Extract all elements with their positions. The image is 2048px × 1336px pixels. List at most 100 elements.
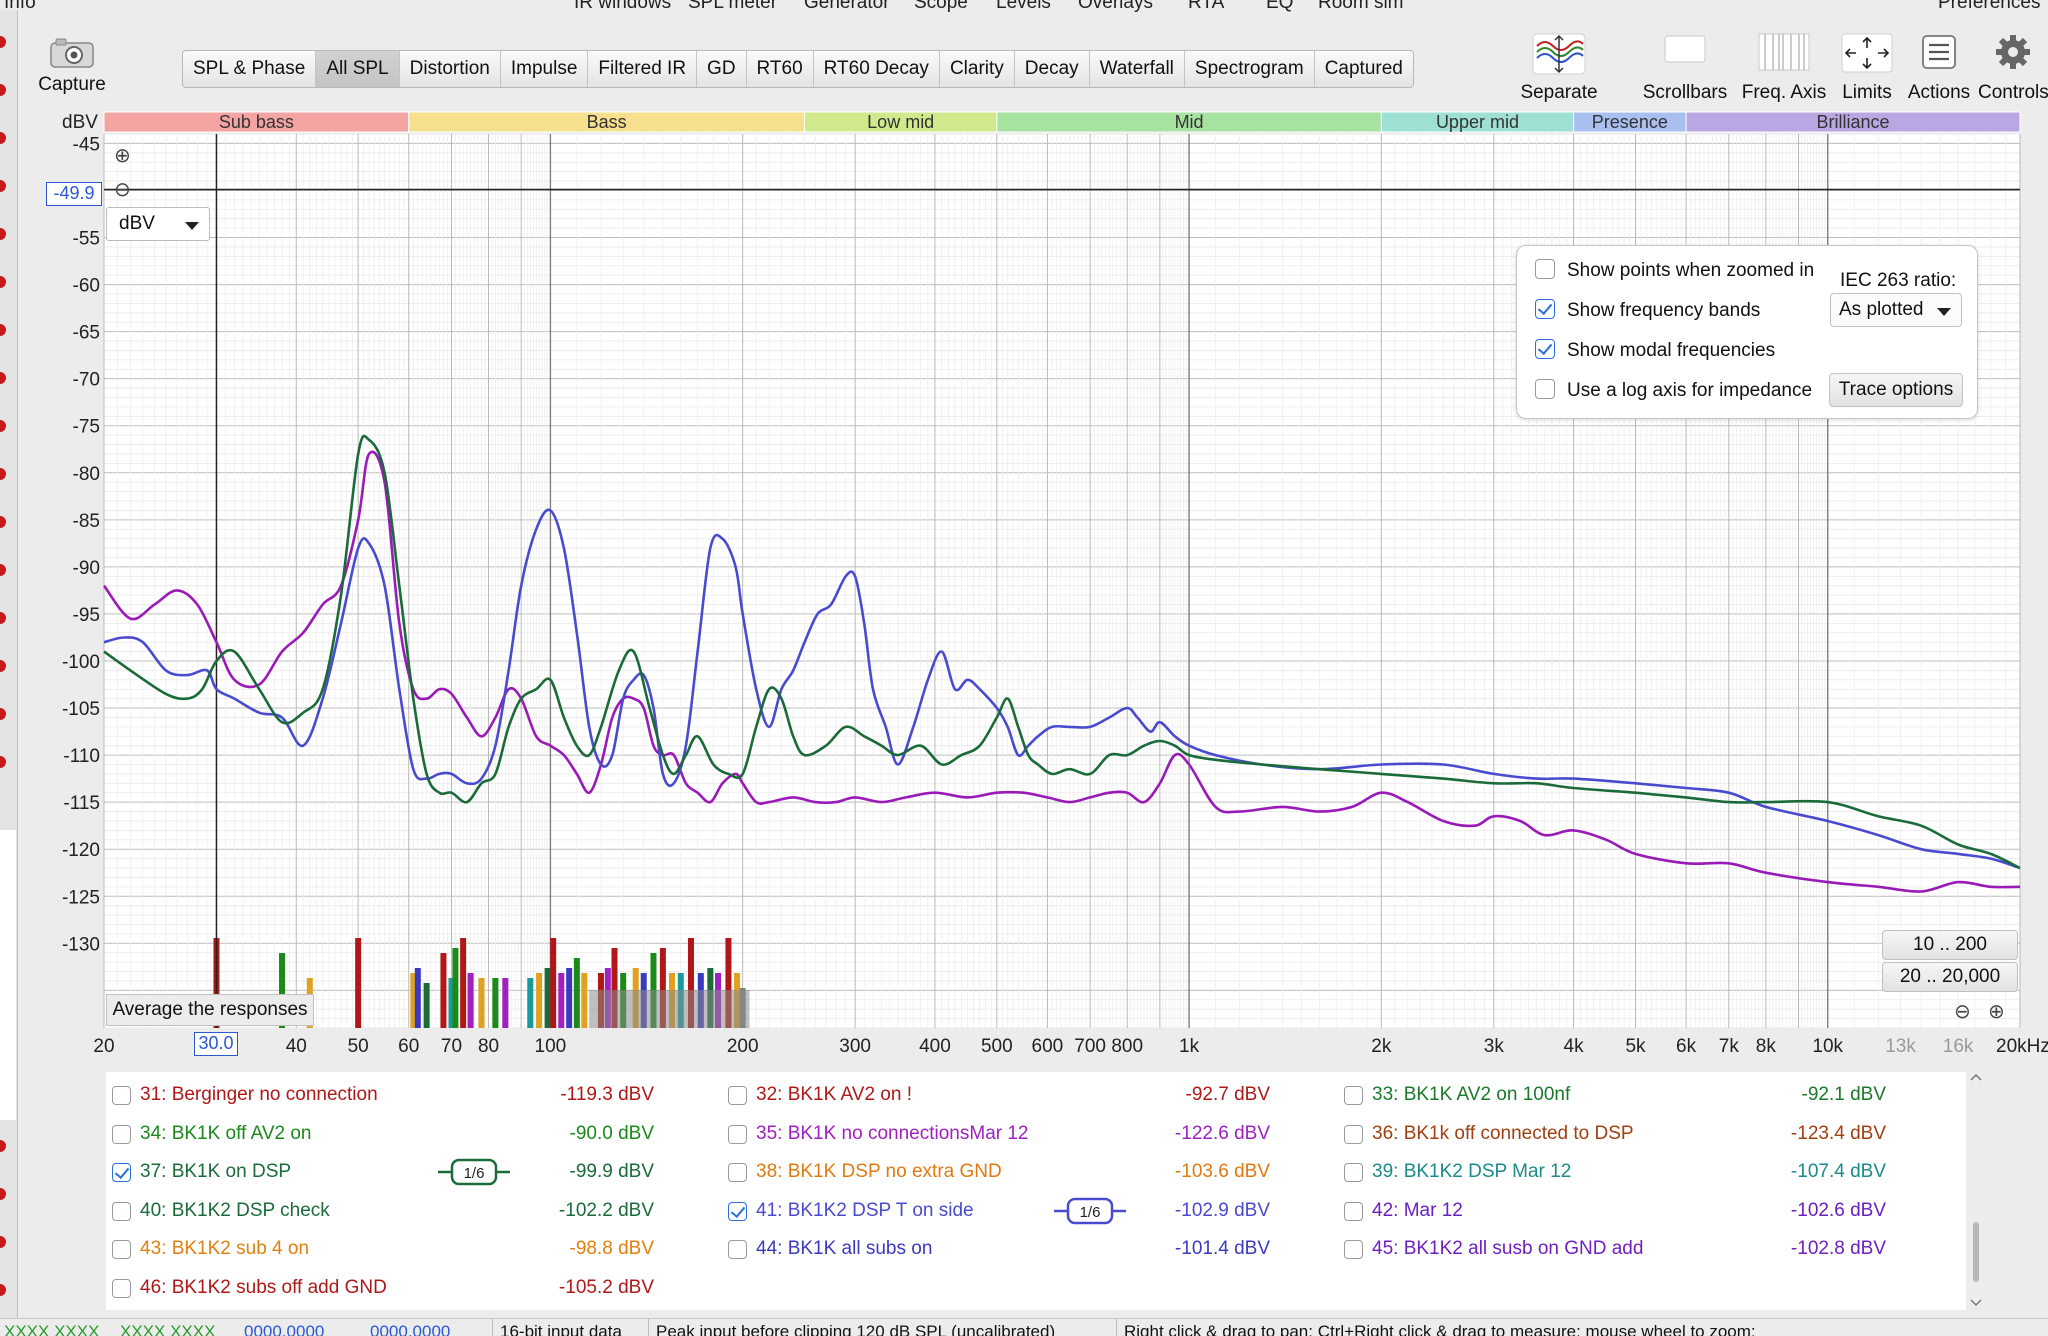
legend-checkbox[interactable]: [112, 1086, 131, 1105]
spl-graph-area[interactable]: Sub bass Bass Low mid Mid Upper mid Presence B…: [0, 100, 2048, 1060]
menu-preferences[interactable]: Preferences: [1938, 0, 2041, 13]
series-line: [103, 434, 2021, 870]
menu-levels[interactable]: Levels: [996, 0, 1051, 13]
modal-frequency-bar: [527, 978, 534, 1028]
zoom-in-icon[interactable]: ⊕: [114, 143, 131, 167]
log-axis-checkbox[interactable]: [1535, 379, 1555, 399]
tab-decay[interactable]: Decay: [1015, 51, 1090, 87]
legend-checkbox[interactable]: [112, 1201, 131, 1221]
legend-checkbox[interactable]: [112, 1163, 131, 1182]
range-20-20000-button[interactable]: 20 .. 20,000: [1882, 962, 2018, 992]
legend-checkbox[interactable]: [1344, 1163, 1363, 1182]
range-10-200-button[interactable]: 10 .. 200: [1882, 930, 2018, 960]
show-bands-checkbox[interactable]: [1535, 299, 1555, 319]
iec-ratio-value: As plotted: [1839, 299, 1924, 320]
menu-ir-windows[interactable]: IR windows: [574, 0, 672, 13]
smoothing-badge[interactable]: 1/6: [1052, 1196, 1128, 1226]
legend-checkbox[interactable]: [112, 1278, 131, 1298]
tab-spectrogram[interactable]: Spectrogram: [1185, 51, 1315, 87]
menu-room-sim[interactable]: Room sim: [1318, 0, 1404, 13]
legend-checkbox[interactable]: [728, 1201, 747, 1221]
tab-captured[interactable]: Captured: [1324, 58, 1403, 79]
actions-button[interactable]: Actions: [1904, 32, 1974, 104]
limits-button[interactable]: Limits: [1834, 32, 1900, 104]
modal-frequency-bar: [725, 938, 732, 1028]
zoom-in-icon[interactable]: ⊕: [1988, 999, 2005, 1023]
actions-menu-icon: [1922, 35, 1956, 69]
show-modal-checkbox[interactable]: [1535, 339, 1555, 359]
legend-checkbox[interactable]: [728, 1163, 747, 1182]
legend-label: 39: BK1K2 DSP Mar 12: [1372, 1161, 1572, 1182]
legend-label: 32: BK1K AV2 on !: [756, 1084, 912, 1105]
y-tick-label: -100: [62, 652, 100, 673]
capture-button[interactable]: Capture: [30, 32, 114, 102]
scroll-up-arrow-icon[interactable]: [1970, 1073, 1982, 1081]
show-points-option[interactable]: Show points when zoomed in: [1535, 256, 1814, 286]
x-tick-label: 70: [441, 1036, 462, 1057]
legend-checkbox[interactable]: [728, 1240, 747, 1259]
status-bar: XXXX XXXX XXXX XXXX 0000.0000 0000.0000 …: [0, 1318, 2048, 1336]
show-bands-option[interactable]: Show frequency bands: [1535, 296, 1760, 326]
y-tick-label: -80: [73, 464, 100, 485]
modal-frequency-bar: [550, 938, 557, 1028]
separate-button[interactable]: Separate: [1514, 32, 1604, 104]
x-tick-label: 200: [727, 1036, 759, 1057]
unit-dropdown[interactable]: dBV: [106, 207, 210, 241]
legend-checkbox[interactable]: [112, 1240, 131, 1259]
scrollbars-button[interactable]: Scrollbars: [1640, 32, 1730, 104]
legend-checkbox[interactable]: [1344, 1201, 1363, 1221]
legend-checkbox[interactable]: [1344, 1124, 1363, 1144]
freq-axis-button[interactable]: Freq. Axis: [1738, 32, 1830, 104]
menu-scope[interactable]: Scope: [914, 0, 968, 13]
show-points-checkbox[interactable]: [1535, 259, 1555, 279]
menu-generator[interactable]: Generator: [804, 0, 890, 13]
y-tick-label: -95: [73, 605, 100, 626]
tab-rt60[interactable]: RT60: [747, 51, 814, 87]
tab-spl-phase[interactable]: SPL & Phase: [183, 51, 317, 87]
legend-checkbox[interactable]: [1344, 1086, 1363, 1105]
tab-clarity[interactable]: Clarity: [940, 51, 1015, 87]
menu-overlays[interactable]: Overlays: [1078, 0, 1153, 13]
show-modal-label: Show modal frequencies: [1567, 340, 1776, 361]
controls-button[interactable]: Controls: [1978, 32, 2048, 104]
band-label: Low mid: [867, 112, 934, 132]
menu-spl-meter[interactable]: SPL meter: [688, 0, 778, 13]
average-responses-button[interactable]: Average the responses: [106, 994, 314, 1026]
tab-distortion[interactable]: Distortion: [400, 51, 501, 87]
legend-value: -105.2 dBV: [558, 1276, 654, 1298]
legend-checkbox[interactable]: [1344, 1240, 1363, 1259]
menu-eq[interactable]: EQ: [1266, 0, 1294, 13]
menu-rta[interactable]: RTA: [1188, 0, 1225, 13]
zoom-out-icon[interactable]: ⊖: [1954, 999, 1971, 1023]
log-axis-option[interactable]: Use a log axis for impedance: [1535, 376, 1812, 406]
input-meter-mid: XXXX XXXX: [120, 1322, 216, 1336]
indicator-dot: [0, 228, 6, 240]
legend-checkbox[interactable]: [728, 1086, 747, 1105]
spl-chart[interactable]: Sub bass Bass Low mid Mid Upper mid Presence B…: [0, 100, 2048, 1060]
legend-checkbox[interactable]: [112, 1124, 131, 1144]
tab-gd[interactable]: GD: [697, 51, 747, 87]
tab-filtered-ir[interactable]: Filtered IR: [588, 51, 698, 87]
legend-checkbox[interactable]: [728, 1124, 747, 1144]
peak-input-status: Peak input before clipping 120 dB SPL (u…: [656, 1322, 1056, 1336]
y-tick-label: -70: [73, 370, 100, 391]
legend-scrollbar[interactable]: [1966, 1072, 1986, 1310]
zoom-out-icon[interactable]: ⊖: [114, 177, 131, 201]
show-modal-option[interactable]: Show modal frequencies: [1535, 336, 1775, 366]
tab-impulse[interactable]: Impulse: [501, 51, 589, 87]
legend-value: -101.4 dBV: [1174, 1238, 1270, 1259]
menu-info[interactable]: Info: [4, 0, 36, 13]
trace-options-button[interactable]: Trace options: [1829, 373, 1963, 407]
modal-frequency-bar: [544, 968, 551, 1028]
tab-rt60-decay[interactable]: RT60 Decay: [814, 51, 940, 87]
modal-frequency-bar: [355, 938, 362, 1028]
chevron-down-icon: [1937, 308, 1951, 316]
tab-waterfall[interactable]: Waterfall: [1090, 51, 1185, 87]
iec-ratio-select[interactable]: As plotted: [1830, 293, 1962, 327]
tab-all-spl[interactable]: All SPL: [316, 51, 400, 87]
x-tick-label: 80: [478, 1036, 499, 1057]
scroll-down-arrow-icon[interactable]: [1970, 1299, 1982, 1307]
scrollbars-label: Scrollbars: [1642, 82, 1728, 103]
scroll-thumb[interactable]: [1973, 1222, 1979, 1282]
smoothing-badge[interactable]: 1/6: [436, 1157, 512, 1187]
